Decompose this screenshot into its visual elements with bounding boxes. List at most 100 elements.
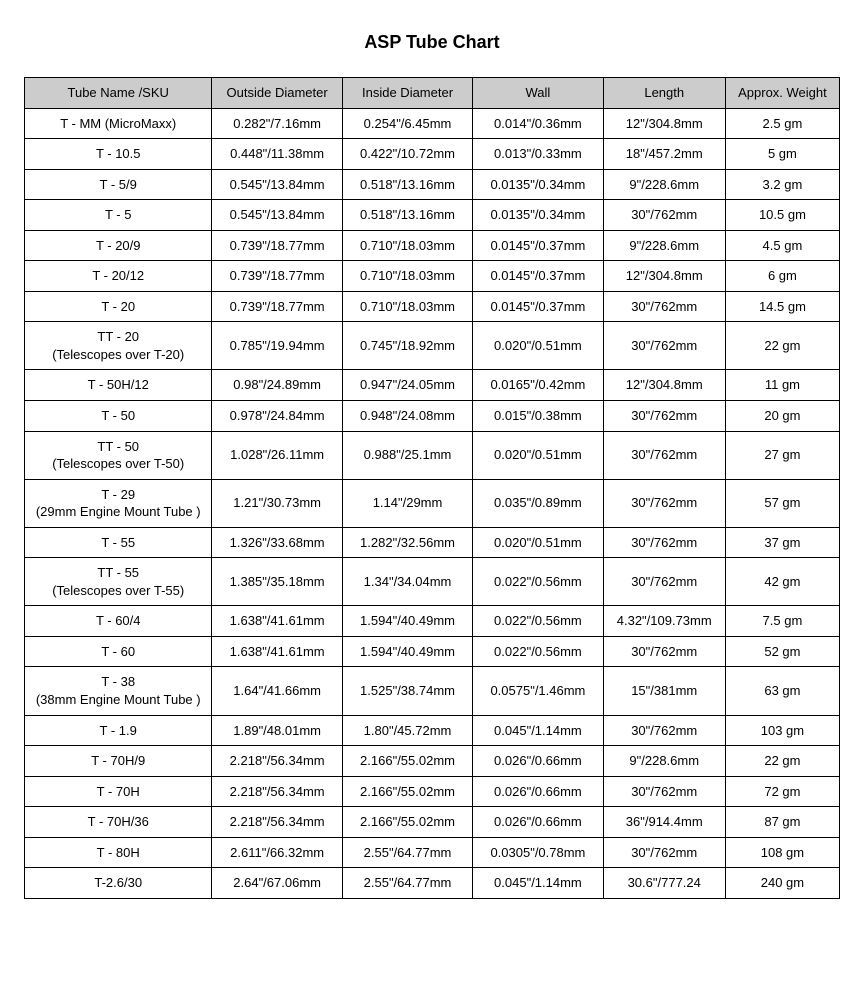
cell-od: 2.64"/67.06mm — [212, 868, 342, 899]
cell-length: 9"/228.6mm — [603, 230, 725, 261]
table-row: T - 38(38mm Engine Mount Tube )1.64"/41.… — [25, 667, 840, 715]
cell-id: 1.282"/32.56mm — [342, 527, 472, 558]
cell-od: 2.218"/56.34mm — [212, 776, 342, 807]
cell-id: 0.947"/24.05mm — [342, 370, 472, 401]
table-row: TT - 20(Telescopes over T-20)0.785"/19.9… — [25, 322, 840, 370]
tube-chart-table: Tube Name /SKU Outside Diameter Inside D… — [24, 77, 840, 899]
cell-id: 1.594"/40.49mm — [342, 606, 472, 637]
cell-length: 9"/228.6mm — [603, 169, 725, 200]
cell-id: 1.80"/45.72mm — [342, 715, 472, 746]
col-header-name: Tube Name /SKU — [25, 78, 212, 109]
cell-weight: 2.5 gm — [725, 108, 839, 139]
cell-id: 0.948"/24.08mm — [342, 401, 472, 432]
cell-weight: 4.5 gm — [725, 230, 839, 261]
cell-length: 30"/762mm — [603, 322, 725, 370]
cell-length: 12"/304.8mm — [603, 370, 725, 401]
cell-od: 2.218"/56.34mm — [212, 746, 342, 777]
table-row: T - 70H2.218"/56.34mm2.166"/55.02mm0.026… — [25, 776, 840, 807]
table-row: TT - 55(Telescopes over T-55)1.385"/35.1… — [25, 558, 840, 606]
table-row: T - 500.978"/24.84mm0.948"/24.08mm0.015"… — [25, 401, 840, 432]
cell-weight: 52 gm — [725, 636, 839, 667]
cell-od: 0.545"/13.84mm — [212, 200, 342, 231]
cell-weight: 22 gm — [725, 746, 839, 777]
cell-id: 2.166"/55.02mm — [342, 776, 472, 807]
cell-od: 0.448"/11.38mm — [212, 139, 342, 170]
cell-id: 0.518"/13.16mm — [342, 200, 472, 231]
cell-length: 30"/762mm — [603, 200, 725, 231]
cell-length: 30"/762mm — [603, 527, 725, 558]
cell-length: 30"/762mm — [603, 715, 725, 746]
cell-name: T - MM (MicroMaxx) — [25, 108, 212, 139]
cell-wall: 0.013"/0.33mm — [473, 139, 603, 170]
cell-name: T - 60/4 — [25, 606, 212, 637]
cell-id: 0.710"/18.03mm — [342, 291, 472, 322]
cell-wall: 0.026"/0.66mm — [473, 807, 603, 838]
col-header-weight: Approx. Weight — [725, 78, 839, 109]
cell-wall: 0.014"/0.36mm — [473, 108, 603, 139]
cell-wall: 0.045"/1.14mm — [473, 715, 603, 746]
cell-od: 1.638"/41.61mm — [212, 636, 342, 667]
cell-name: T-2.6/30 — [25, 868, 212, 899]
cell-wall: 0.026"/0.66mm — [473, 776, 603, 807]
cell-weight: 14.5 gm — [725, 291, 839, 322]
cell-length: 30"/762mm — [603, 776, 725, 807]
cell-od: 1.21"/30.73mm — [212, 479, 342, 527]
table-row: T - 50H/120.98"/24.89mm0.947"/24.05mm0.0… — [25, 370, 840, 401]
cell-weight: 108 gm — [725, 837, 839, 868]
cell-od: 0.98"/24.89mm — [212, 370, 342, 401]
cell-name: T - 20/9 — [25, 230, 212, 261]
cell-length: 12"/304.8mm — [603, 108, 725, 139]
cell-name: T - 20 — [25, 291, 212, 322]
cell-wall: 0.045"/1.14mm — [473, 868, 603, 899]
cell-od: 2.611"/66.32mm — [212, 837, 342, 868]
cell-od: 0.785"/19.94mm — [212, 322, 342, 370]
cell-id: 0.254"/6.45mm — [342, 108, 472, 139]
cell-name: T - 5 — [25, 200, 212, 231]
cell-name: T - 50H/12 — [25, 370, 212, 401]
cell-name: T - 5/9 — [25, 169, 212, 200]
cell-name: T - 70H/36 — [25, 807, 212, 838]
table-row: T - 20/120.739"/18.77mm0.710"/18.03mm0.0… — [25, 261, 840, 292]
cell-weight: 42 gm — [725, 558, 839, 606]
cell-od: 1.64"/41.66mm — [212, 667, 342, 715]
cell-length: 30"/762mm — [603, 291, 725, 322]
cell-weight: 240 gm — [725, 868, 839, 899]
cell-weight: 63 gm — [725, 667, 839, 715]
cell-id: 0.518"/13.16mm — [342, 169, 472, 200]
cell-od: 1.89"/48.01mm — [212, 715, 342, 746]
cell-wall: 0.026"/0.66mm — [473, 746, 603, 777]
cell-wall: 0.0145"/0.37mm — [473, 261, 603, 292]
cell-length: 15"/381mm — [603, 667, 725, 715]
cell-weight: 37 gm — [725, 527, 839, 558]
cell-wall: 0.020"/0.51mm — [473, 322, 603, 370]
table-row: T - 80H2.611"/66.32mm2.55"/64.77mm0.0305… — [25, 837, 840, 868]
cell-length: 30"/762mm — [603, 636, 725, 667]
table-row: T - 50.545"/13.84mm0.518"/13.16mm0.0135"… — [25, 200, 840, 231]
cell-wall: 0.020"/0.51mm — [473, 431, 603, 479]
cell-length: 12"/304.8mm — [603, 261, 725, 292]
cell-name: T - 55 — [25, 527, 212, 558]
cell-length: 36"/914.4mm — [603, 807, 725, 838]
cell-id: 1.525"/38.74mm — [342, 667, 472, 715]
col-header-od: Outside Diameter — [212, 78, 342, 109]
cell-weight: 20 gm — [725, 401, 839, 432]
cell-wall: 0.022"/0.56mm — [473, 558, 603, 606]
cell-od: 0.978"/24.84mm — [212, 401, 342, 432]
cell-id: 1.594"/40.49mm — [342, 636, 472, 667]
cell-od: 0.739"/18.77mm — [212, 230, 342, 261]
cell-weight: 10.5 gm — [725, 200, 839, 231]
cell-name: TT - 20(Telescopes over T-20) — [25, 322, 212, 370]
cell-length: 30"/762mm — [603, 401, 725, 432]
cell-name: T - 60 — [25, 636, 212, 667]
table-row: T - 601.638"/41.61mm1.594"/40.49mm0.022"… — [25, 636, 840, 667]
cell-od: 0.739"/18.77mm — [212, 291, 342, 322]
cell-wall: 0.0305"/0.78mm — [473, 837, 603, 868]
cell-length: 30"/762mm — [603, 837, 725, 868]
cell-length: 30"/762mm — [603, 558, 725, 606]
table-row: T - 10.50.448"/11.38mm0.422"/10.72mm0.01… — [25, 139, 840, 170]
col-header-length: Length — [603, 78, 725, 109]
cell-weight: 27 gm — [725, 431, 839, 479]
cell-name: T - 80H — [25, 837, 212, 868]
cell-id: 0.710"/18.03mm — [342, 230, 472, 261]
cell-length: 30"/762mm — [603, 431, 725, 479]
